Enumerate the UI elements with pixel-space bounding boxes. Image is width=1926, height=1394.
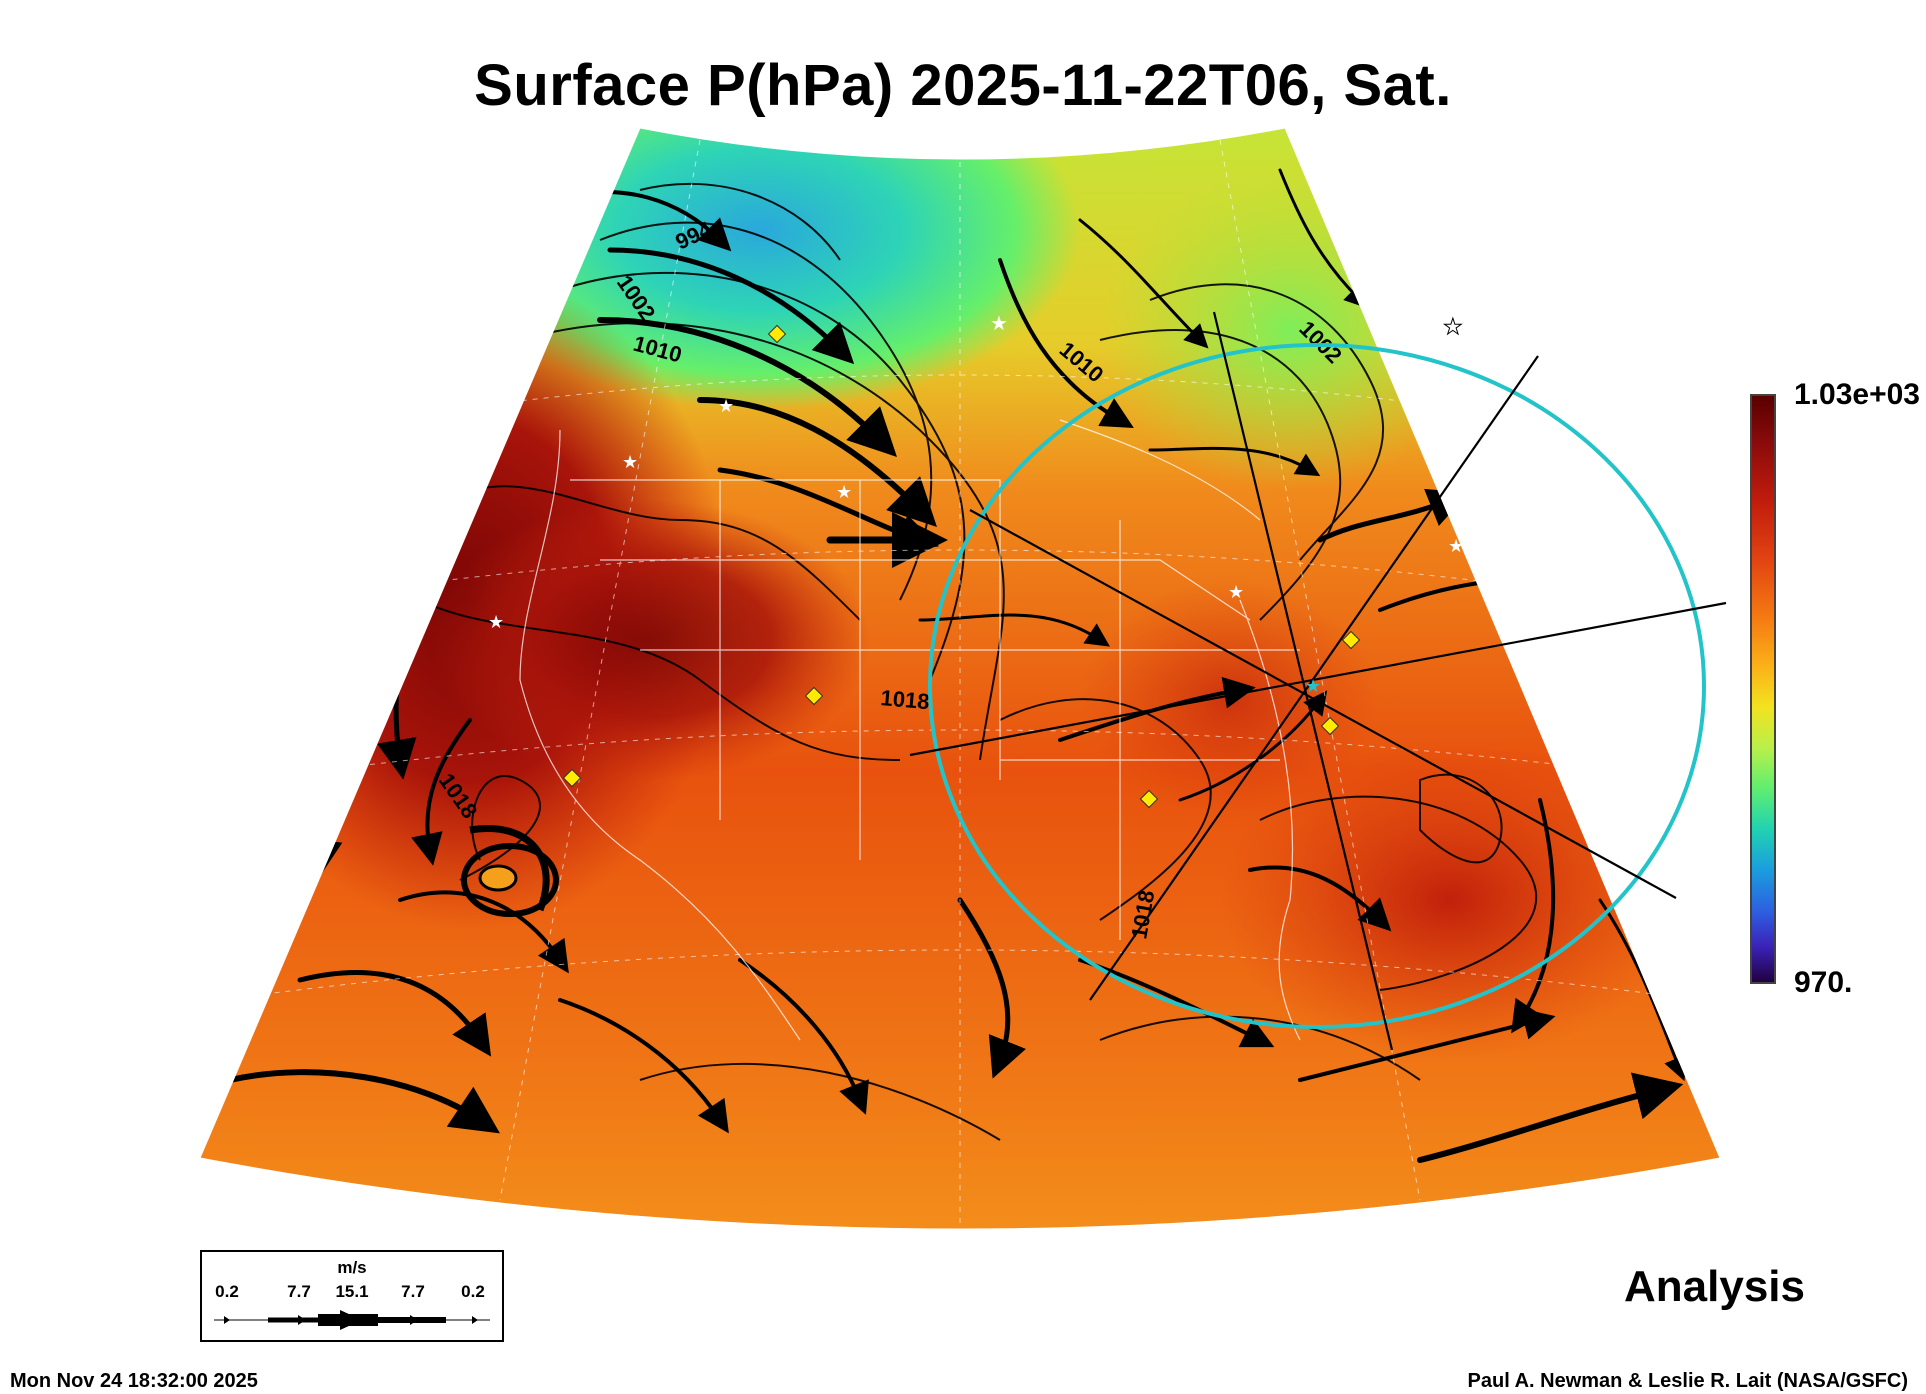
pressure-colorbar (1750, 394, 1776, 984)
render-timestamp: Mon Nov 24 18:32:00 2025 (10, 1370, 258, 1392)
colorbar-max-label: 1.03e+03 (1794, 378, 1920, 411)
wind-scale-tick: 7.7 (401, 1282, 425, 1301)
svg-text:★: ★ (622, 452, 638, 473)
station-markers: ★ ★ ★ ★ ★ ★ ★ (488, 311, 1464, 809)
svg-text:★: ★ (990, 311, 1008, 335)
isobar-label: 1018 (880, 685, 931, 714)
credit-line: Paul A. Newman & Leslie R. Lait (NASA/GS… (1467, 1370, 1908, 1392)
analysis-label: Analysis (1624, 1262, 1805, 1311)
wind-unit-label: m/s (337, 1258, 367, 1277)
pacific-low-vortex (461, 825, 559, 917)
wind-streamlines (227, 168, 1687, 1163)
wind-scale-tick: 15.1 (335, 1282, 369, 1301)
wind-scale-tick: 0.2 (215, 1282, 239, 1301)
pressure-field: ★ ★ ★ ★ ★ ★ ★ 994 1002 1010 1010 1018 10… (200, 128, 1720, 1229)
vortex-center-marker: ★ (1305, 676, 1321, 697)
wind-scale-arrow (214, 1310, 490, 1330)
wind-speed-legend: m/s 0.2 7.7 15.1 7.7 0.2 (200, 1250, 504, 1342)
svg-text:★: ★ (836, 482, 852, 503)
coastlines-and-borders (519, 419, 1301, 1041)
vortex-edge-overlay: ★ (909, 311, 1727, 1051)
wind-scale-tick: 7.7 (287, 1282, 311, 1301)
svg-text:★: ★ (1228, 582, 1244, 603)
wind-scale-tick: 0.2 (461, 1282, 485, 1301)
outlier-star-marker: ★ (1443, 315, 1463, 340)
map-title: Surface P(hPa) 2025-11-22T06, Sat. (474, 53, 1452, 118)
svg-text:★: ★ (718, 396, 734, 417)
map-domain-outline (199, 127, 1721, 1230)
svg-text:★: ★ (488, 612, 504, 633)
colorbar-min-label: 970. (1794, 966, 1853, 999)
